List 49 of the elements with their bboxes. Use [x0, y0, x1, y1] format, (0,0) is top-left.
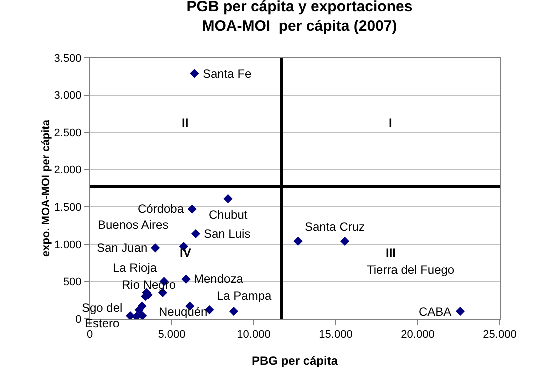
y-tick-label: 3.500 [54, 52, 82, 65]
y-tick-label: 500 [63, 276, 82, 289]
annotation: La Pampa [217, 289, 272, 303]
point [191, 229, 200, 239]
point [340, 236, 350, 246]
point [182, 274, 191, 284]
point [188, 204, 197, 214]
x-tick-label: 15.000 [319, 329, 353, 342]
x-axis-title: PBG per cápita [252, 354, 338, 368]
annotation: CABA [419, 305, 452, 319]
y-tick-label: 0 [76, 314, 82, 326]
point [151, 244, 160, 253]
annotation: III [386, 246, 396, 260]
annotation: Chubut [209, 208, 248, 222]
y-tick-label: 1.000 [54, 239, 82, 252]
annotation: Neuquén [159, 305, 208, 319]
annotation: I [389, 116, 392, 130]
annotation: San Juan [97, 241, 148, 255]
point [224, 194, 233, 204]
annotation: IV [180, 246, 192, 260]
annotation: Córdoba [138, 202, 184, 216]
point [294, 236, 303, 246]
y-tick-label: 2.500 [54, 127, 82, 140]
y-tick-label: 3.000 [54, 90, 82, 102]
point [138, 311, 148, 319]
point [134, 306, 144, 315]
point [456, 306, 466, 316]
x-tick-label: 25.000 [483, 329, 517, 342]
annotation: Buenos Aires [98, 218, 169, 232]
chart-title: PGB per cápita y exportaciones MOA-MOI per cápita (2007) [186, 0, 413, 35]
annotation: San Luis [204, 227, 251, 241]
annotation: Tierra del Fuego [367, 263, 455, 277]
x-tick-label: 0 [86, 329, 94, 342]
x-tick-label: 5.000 [158, 329, 186, 342]
annotation: Mendoza [194, 272, 244, 286]
x-tick-label: 20.000 [401, 329, 435, 342]
point [126, 311, 136, 319]
annotation: Santa Fe [203, 67, 252, 81]
annotation: Rio Negro [122, 278, 176, 292]
annotation: Santa Cruz [305, 220, 366, 234]
y-tick-label: 1.500 [54, 202, 82, 214]
y-axis-title: expo. MOA-MOI per cápita [40, 119, 52, 257]
y-tick-label: 2.000 [54, 164, 82, 177]
annotation: La Rioja [113, 261, 158, 275]
annotation: II [182, 116, 189, 130]
point [229, 306, 239, 316]
point [190, 69, 200, 78]
annotation: Sgo del Estero [82, 301, 123, 331]
x-tick-label: 10.000 [237, 329, 271, 342]
